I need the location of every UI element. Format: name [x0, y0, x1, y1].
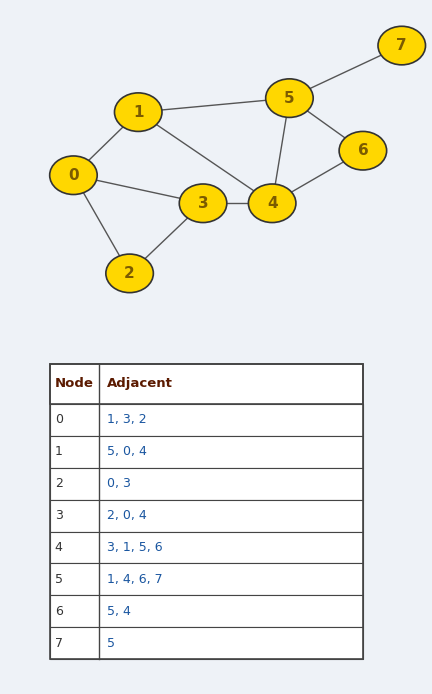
Circle shape [114, 93, 162, 131]
Text: 2: 2 [55, 477, 63, 490]
Text: 5: 5 [284, 91, 295, 105]
Circle shape [266, 79, 313, 117]
Text: 5, 0, 4: 5, 0, 4 [107, 445, 147, 458]
Text: 4: 4 [267, 196, 277, 211]
Bar [50, 364, 363, 404]
Text: 4: 4 [55, 541, 63, 554]
Text: 7: 7 [55, 637, 63, 650]
Bar [50, 500, 363, 532]
Text: 1, 4, 6, 7: 1, 4, 6, 7 [107, 573, 163, 586]
Circle shape [50, 156, 97, 194]
Text: 0: 0 [55, 413, 63, 426]
Bar [50, 564, 363, 595]
Text: 2: 2 [124, 266, 135, 281]
Bar [50, 468, 363, 500]
Text: 1: 1 [55, 445, 63, 458]
Text: 0, 3: 0, 3 [107, 477, 131, 490]
Bar [50, 532, 363, 564]
Circle shape [179, 184, 227, 223]
Text: 0: 0 [68, 168, 79, 183]
Bar [50, 627, 363, 659]
Text: 3: 3 [198, 196, 208, 211]
Text: 3, 1, 5, 6: 3, 1, 5, 6 [107, 541, 163, 554]
Bar [50, 595, 363, 627]
Bar [50, 364, 363, 659]
Circle shape [339, 131, 387, 170]
Text: 5: 5 [55, 573, 63, 586]
Text: Node: Node [55, 378, 94, 391]
Text: 1: 1 [133, 105, 143, 119]
Text: 6: 6 [358, 143, 368, 158]
Circle shape [248, 184, 296, 223]
Text: Adjacent: Adjacent [107, 378, 173, 391]
Text: 3: 3 [55, 509, 63, 522]
Text: 5: 5 [107, 637, 115, 650]
Circle shape [106, 254, 153, 293]
Bar [50, 436, 363, 468]
Circle shape [378, 26, 426, 65]
Text: 1, 3, 2: 1, 3, 2 [107, 413, 147, 426]
Bar [50, 404, 363, 436]
Text: 5, 4: 5, 4 [107, 605, 131, 618]
Text: 7: 7 [397, 38, 407, 53]
Text: 2, 0, 4: 2, 0, 4 [107, 509, 147, 522]
Text: 6: 6 [55, 605, 63, 618]
